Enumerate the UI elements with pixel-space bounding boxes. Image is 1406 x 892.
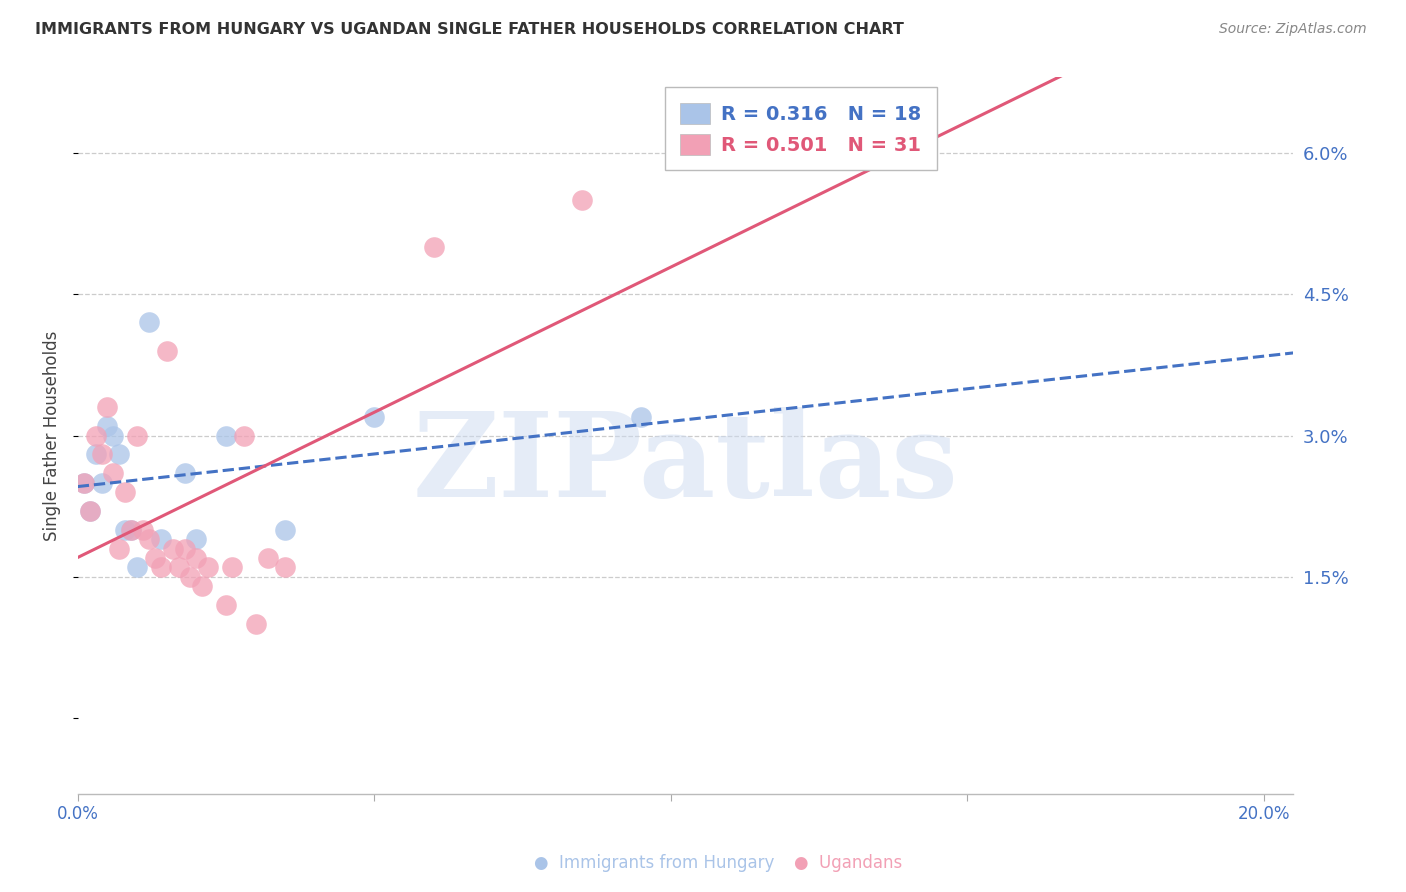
Point (191, 579, 214, 593)
Text: ●  Ugandans: ● Ugandans (794, 855, 903, 872)
Point (274, 523, 297, 537)
Point (96, 401, 118, 415)
Point (108, 541, 131, 556)
Point (120, 523, 142, 537)
Point (114, 485, 136, 500)
Point (173, 467, 195, 481)
Point (162, 541, 184, 556)
Point (363, 409, 385, 424)
Point (103, 467, 125, 481)
Point (156, 343, 179, 358)
Point (897, 127, 920, 141)
Point (108, 447, 131, 461)
Text: Source: ZipAtlas.com: Source: ZipAtlas.com (1219, 22, 1367, 37)
Point (79, 504, 101, 518)
Point (422, 240, 444, 254)
Point (274, 560, 297, 574)
Point (186, 533, 208, 547)
Text: ZIPatlas: ZIPatlas (412, 407, 959, 522)
Point (143, 551, 166, 566)
Point (138, 316, 160, 330)
Point (84, 447, 107, 461)
Point (245, 617, 267, 632)
Point (149, 560, 172, 574)
Text: ●  Immigrants from Hungary: ● Immigrants from Hungary (534, 855, 775, 872)
Point (149, 533, 172, 547)
Point (232, 428, 254, 442)
Point (221, 560, 243, 574)
Point (73, 475, 96, 490)
Point (120, 523, 142, 537)
Point (630, 409, 652, 424)
Point (96, 419, 118, 434)
Point (73, 475, 96, 490)
Point (125, 428, 148, 442)
Point (79, 504, 101, 518)
Legend: R = 0.316   N = 18, R = 0.501   N = 31: R = 0.316 N = 18, R = 0.501 N = 31 (665, 87, 936, 170)
Point (215, 598, 238, 612)
Point (256, 551, 278, 566)
Point (571, 193, 593, 207)
Text: IMMIGRANTS FROM HUNGARY VS UGANDAN SINGLE FATHER HOUSEHOLDS CORRELATION CHART: IMMIGRANTS FROM HUNGARY VS UGANDAN SINGL… (35, 22, 904, 37)
Point (84, 428, 107, 442)
Y-axis label: Single Father Households: Single Father Households (44, 330, 60, 541)
Point (179, 570, 201, 584)
Point (167, 560, 190, 574)
Point (132, 523, 155, 537)
Point (215, 428, 238, 442)
Point (186, 551, 208, 566)
Point (173, 541, 195, 556)
Point (114, 523, 136, 537)
Point (90, 447, 112, 461)
Point (197, 560, 219, 574)
Point (138, 533, 160, 547)
Point (90, 475, 112, 490)
Point (103, 428, 125, 442)
Point (125, 560, 148, 574)
